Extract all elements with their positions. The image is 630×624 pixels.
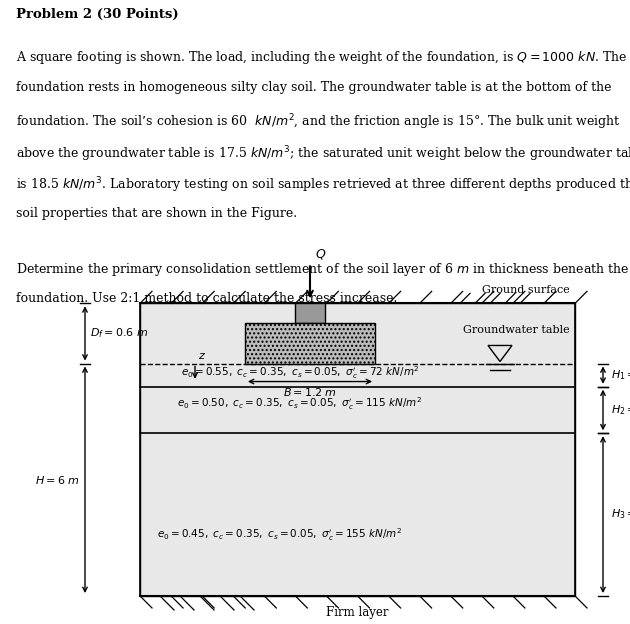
Text: $e_0 = 0.45,\ c_c = 0.35,\ c_s = 0.05,\ \sigma^{\prime}_c = 155\ kN/m^2$: $e_0 = 0.45,\ c_c = 0.35,\ c_s = 0.05,\ … xyxy=(158,526,403,543)
Text: Problem 2 (30 Points): Problem 2 (30 Points) xyxy=(16,8,178,21)
Text: $e_0 = 0.50,\ c_c = 0.35,\ c_s = 0.05,\ \sigma^{\prime}_c = 115\ kN/m^2$: $e_0 = 0.50,\ c_c = 0.35,\ c_s = 0.05,\ … xyxy=(178,396,423,412)
Text: Ground surface: Ground surface xyxy=(482,285,570,295)
Text: $H_1 = 0.6\ m$: $H_1 = 0.6\ m$ xyxy=(611,368,630,382)
Text: foundation. The soil’s cohesion is 60  $kN/m^2$, and the friction angle is 15°. : foundation. The soil’s cohesion is 60 $k… xyxy=(16,112,621,132)
Text: soil properties that are shown in the Figure.: soil properties that are shown in the Fi… xyxy=(16,207,297,220)
Text: $Q$: $Q$ xyxy=(315,247,326,261)
Text: $H = 6\ m$: $H = 6\ m$ xyxy=(35,474,80,485)
Text: $H_2 = 1.2\ m$: $H_2 = 1.2\ m$ xyxy=(611,403,630,417)
Text: $H_3 = 4.2\ m$: $H_3 = 4.2\ m$ xyxy=(611,508,630,522)
Bar xyxy=(245,323,375,364)
Bar xyxy=(295,303,325,323)
Text: A square footing is shown. The load, including the weight of the foundation, is : A square footing is shown. The load, inc… xyxy=(16,49,627,66)
Text: foundation. Use 2:1 method to calculate the stress increase.: foundation. Use 2:1 method to calculate … xyxy=(16,293,397,305)
Text: $z$: $z$ xyxy=(198,351,206,361)
Text: $B = 1.2\ m$: $B = 1.2\ m$ xyxy=(283,386,337,397)
Bar xyxy=(140,303,575,596)
Text: Firm layer: Firm layer xyxy=(326,606,389,619)
Text: foundation rests in homogeneous silty clay soil. The groundwater table is at the: foundation rests in homogeneous silty cl… xyxy=(16,81,611,94)
Text: Groundwater table: Groundwater table xyxy=(464,326,570,336)
Text: above the groundwater table is 17.5 $kN/m^3$; the saturated unit weight below th: above the groundwater table is 17.5 $kN/… xyxy=(16,144,630,163)
Text: Determine the primary consolidation settlement of the soil layer of 6 $m$ in thi: Determine the primary consolidation sett… xyxy=(16,261,629,278)
Text: is 18.5 $kN/m^3$. Laboratory testing on soil samples retrieved at three differen: is 18.5 $kN/m^3$. Laboratory testing on … xyxy=(16,176,630,195)
Text: $D_f = 0.6\ m$: $D_f = 0.6\ m$ xyxy=(90,326,149,340)
Text: $e_0 = 0.55,\ c_c = 0.35,\ c_s = 0.05,\ \sigma^{\prime}_c = 72\ kN/m^2$: $e_0 = 0.55,\ c_c = 0.35,\ c_s = 0.05,\ … xyxy=(181,364,420,381)
